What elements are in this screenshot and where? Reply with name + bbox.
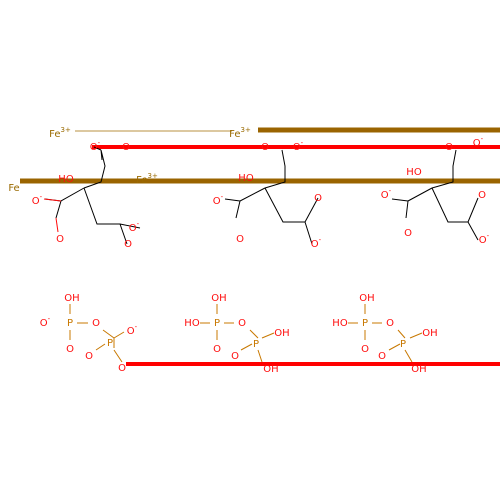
atom-p: P xyxy=(253,339,259,350)
atom-oh: OH xyxy=(411,364,426,375)
atom-ho: HO xyxy=(238,173,254,184)
atom-oh: OH xyxy=(64,293,79,304)
atom-o-minus: O- xyxy=(473,135,484,149)
pyrophosphate-3: OH HO P O O P OH O OH xyxy=(332,293,437,375)
atom-o: O xyxy=(118,363,126,374)
atom-ho: HO xyxy=(58,174,74,185)
atom-ho: HO xyxy=(406,167,422,178)
atom-oh: OH xyxy=(422,328,437,339)
atom-o-minus: O- xyxy=(293,139,304,153)
atom-o: O xyxy=(124,239,132,250)
atom-oh: OH xyxy=(263,364,278,375)
atom-o: O xyxy=(261,142,269,153)
pyrophosphate-2: OH HO P O O P OH O OH xyxy=(184,293,289,375)
iron-ion-label: Fe3+ xyxy=(49,126,71,140)
atom-oh: OH xyxy=(359,293,374,304)
atom-o: O xyxy=(92,318,100,329)
atom-oh: OH xyxy=(211,293,226,304)
atom-o: O xyxy=(314,193,322,204)
coordination-lines xyxy=(20,127,500,366)
atom-p: P xyxy=(107,338,113,349)
citrate-1: O O- HO O- O O- O xyxy=(32,139,141,250)
atom-o: O xyxy=(386,318,394,329)
atom-o: O xyxy=(404,228,412,239)
atom-o-minus: O- xyxy=(40,315,51,329)
atom-o-minus: O- xyxy=(381,187,392,201)
atom-o: O xyxy=(122,142,130,153)
atom-o-minus: O- xyxy=(32,193,43,207)
atom-o: O xyxy=(378,351,386,362)
iron-ions: Fe3+ Fe3+ Fe3+ Fe xyxy=(8,126,251,194)
atom-ho: HO xyxy=(332,318,348,329)
atom-oh: OH xyxy=(274,328,289,339)
atom-o-minus: O- xyxy=(311,236,322,250)
atom-o-minus: O- xyxy=(90,139,101,153)
iron-ion-label: Fe3+ xyxy=(229,126,251,140)
atom-o: O xyxy=(361,344,369,355)
atom-o: O xyxy=(56,234,64,245)
atom-p: P xyxy=(400,339,406,350)
atom-o-minus: O- xyxy=(129,220,140,234)
pyrophosphate-1: OH O- P O O P O- O O xyxy=(40,293,138,374)
atom-o: O xyxy=(445,142,453,153)
atom-o-minus: O- xyxy=(213,193,224,207)
atom-o: O xyxy=(236,234,244,245)
atom-o-minus: O- xyxy=(479,232,490,246)
atom-o: O xyxy=(238,318,246,329)
atom-o: O xyxy=(85,351,93,362)
atom-ho: HO xyxy=(184,318,200,329)
atom-p: P xyxy=(67,318,73,329)
citrate-2: O O- HO O- O O O- xyxy=(213,139,322,250)
atom-p: P xyxy=(214,318,220,329)
atom-o-minus: O- xyxy=(127,323,138,337)
iron-ion-label: Fe xyxy=(8,183,19,194)
iron-ion-label: Fe3+ xyxy=(136,172,158,186)
atom-p: P xyxy=(362,318,368,329)
atom-o: O xyxy=(478,190,486,201)
citrate-3: O O- HO O- O O O- xyxy=(381,135,490,246)
atom-o: O xyxy=(213,344,221,355)
atom-o: O xyxy=(231,351,239,362)
atom-o: O xyxy=(66,344,74,355)
